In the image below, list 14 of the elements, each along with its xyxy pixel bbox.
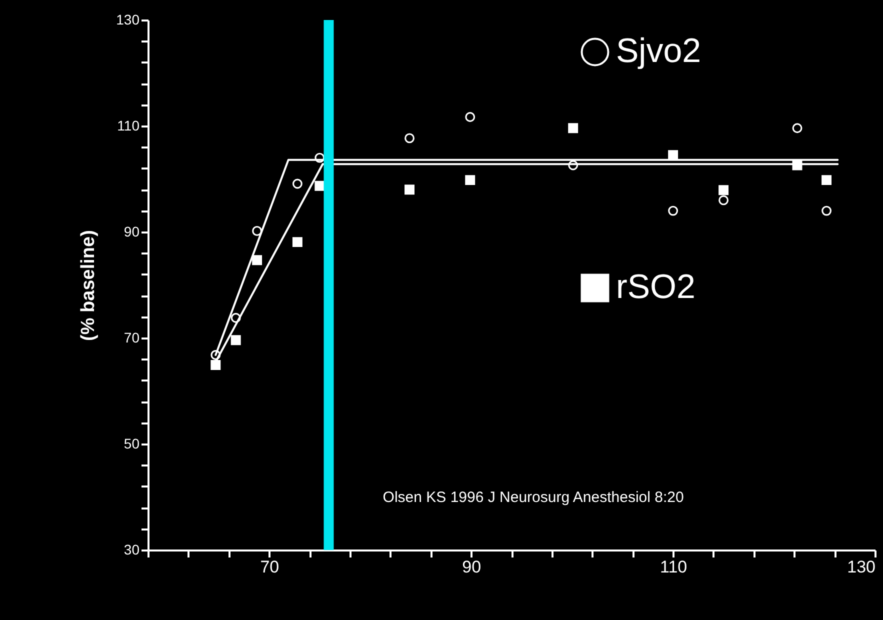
x-tick-label: 110 xyxy=(660,558,688,576)
x-tick-label: 70 xyxy=(260,558,280,576)
legend-label: rSO2 xyxy=(616,268,696,306)
y-axis-title: (% baseline) xyxy=(78,230,100,341)
y-tick-label: 90 xyxy=(124,224,140,240)
y-tick-label: 70 xyxy=(124,330,140,346)
x-tick-label: 130 xyxy=(847,558,876,576)
y-tick-label: 50 xyxy=(124,436,140,452)
annotation: Olsen KS 1996 J Neurosurg Anesthesiol 8:20 xyxy=(382,489,684,506)
y-tick-label: 110 xyxy=(117,118,140,134)
x-tick-label: 90 xyxy=(462,558,482,576)
legend-label: Sjvo2 xyxy=(616,32,702,70)
y-tick-label: 130 xyxy=(116,12,140,28)
y-tick-label: 30 xyxy=(124,542,140,558)
